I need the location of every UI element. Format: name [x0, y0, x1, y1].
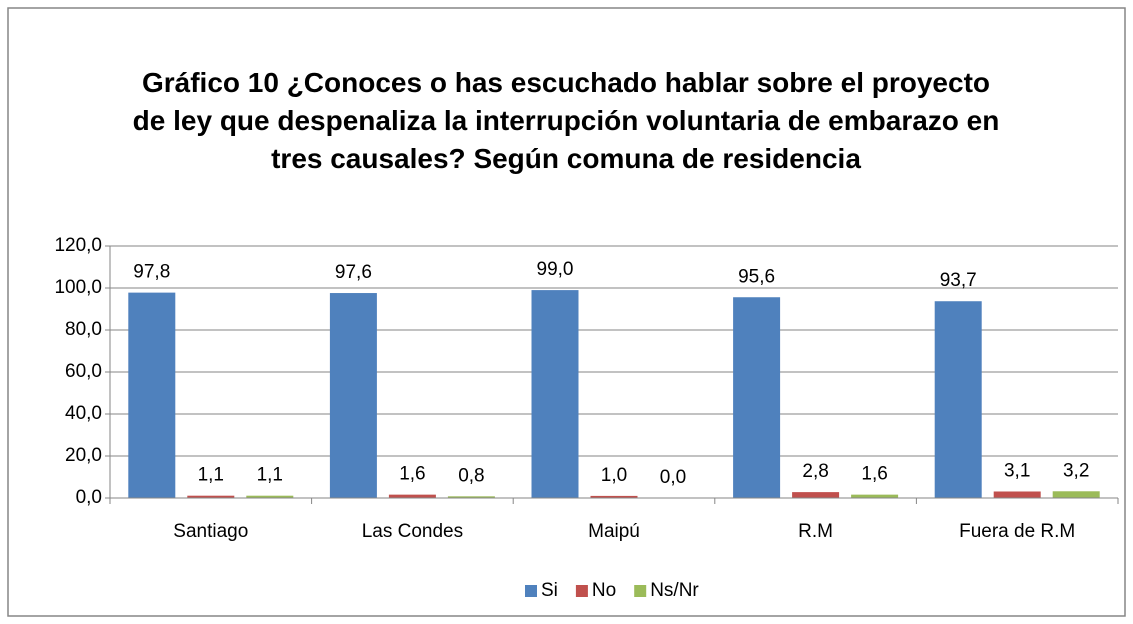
bar: [590, 495, 638, 498]
data-label: 3,1: [1004, 461, 1030, 482]
legend-swatch: [634, 585, 647, 597]
x-tick-label: Maipú: [588, 521, 640, 542]
data-label: 95,6: [738, 266, 775, 287]
legend-label: Ns/Nr: [650, 580, 699, 601]
y-tick-label: 80,0: [65, 319, 102, 340]
bar: [531, 290, 579, 498]
y-tick-label: 20,0: [65, 445, 102, 466]
legend-swatch: [525, 585, 537, 597]
data-label: 2,8: [802, 461, 828, 482]
bar: [1052, 491, 1100, 498]
data-label: 3,2: [1063, 460, 1089, 481]
data-label: 1,6: [861, 464, 887, 485]
data-label: 1,1: [198, 465, 224, 486]
y-tick-label: 0,0: [76, 487, 102, 508]
data-label: 97,6: [335, 262, 372, 283]
bar: [851, 494, 899, 498]
bar: [329, 293, 377, 498]
data-label: 1,6: [399, 464, 425, 485]
bar: [388, 494, 436, 498]
bar: [993, 491, 1041, 498]
data-label: 0,8: [458, 465, 484, 486]
x-tick-label: R.M: [798, 521, 833, 542]
y-tick-label: 60,0: [65, 361, 102, 382]
data-label: 93,7: [940, 270, 977, 291]
data-label: 97,8: [133, 262, 170, 283]
x-tick-label: Las Condes: [362, 521, 463, 542]
data-label: 99,0: [537, 259, 574, 280]
bar: [733, 297, 781, 498]
y-tick-label: 40,0: [65, 403, 102, 424]
data-label: 1,0: [601, 465, 627, 486]
bar: [128, 292, 176, 498]
bar: [187, 495, 235, 498]
x-tick-label: Fuera de R.M: [959, 521, 1075, 542]
bar: [447, 496, 495, 498]
y-tick-label: 100,0: [54, 277, 102, 298]
data-label: 0,0: [660, 467, 686, 488]
data-label: 1,1: [257, 465, 283, 486]
bar: [934, 301, 982, 498]
chart-title: Gráfico 10 ¿Conoces o has escuchado habl…: [132, 67, 1000, 174]
bar: [246, 495, 294, 498]
legend-label: Si: [541, 580, 558, 601]
legend-label: No: [592, 580, 616, 601]
y-tick-label: 120,0: [54, 235, 102, 256]
legend-swatch: [575, 585, 588, 597]
x-tick-label: Santiago: [173, 521, 248, 542]
bar: [792, 492, 840, 498]
